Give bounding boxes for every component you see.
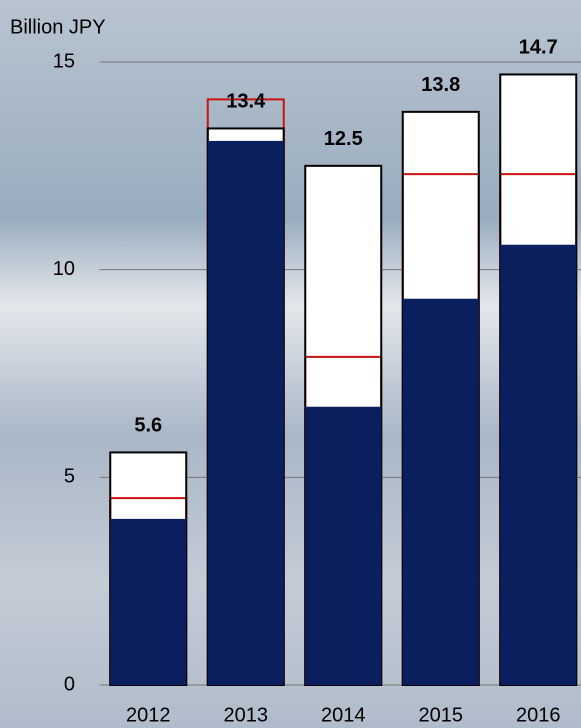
bar <box>500 244 577 685</box>
y-axis-label: Billion JPY <box>10 16 106 38</box>
y-tick-label: 10 <box>53 258 75 280</box>
value-label: 13.4 <box>226 91 266 113</box>
value-label: 12.5 <box>324 128 363 150</box>
value-label: 5.6 <box>134 415 162 437</box>
value-label: 14.7 <box>519 37 558 59</box>
bar <box>110 518 187 685</box>
y-tick-label: 15 <box>53 50 75 72</box>
y-tick-label: 5 <box>64 466 75 488</box>
x-tick-label: 2015 <box>419 704 464 726</box>
x-tick-label: 2016 <box>516 704 561 726</box>
x-tick-label: 2012 <box>126 704 171 726</box>
bar <box>305 406 382 685</box>
bar <box>207 140 284 685</box>
value-label: 13.8 <box>421 74 460 96</box>
bar <box>402 298 479 685</box>
x-tick-label: 2013 <box>224 704 269 726</box>
y-tick-label: 0 <box>64 673 75 695</box>
x-tick-label: 2014 <box>321 704 366 726</box>
